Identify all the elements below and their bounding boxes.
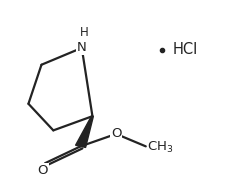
Polygon shape bbox=[76, 116, 93, 147]
Text: CH$_3$: CH$_3$ bbox=[147, 140, 173, 155]
Text: HCl: HCl bbox=[173, 42, 198, 57]
Text: H: H bbox=[80, 26, 88, 39]
Text: O: O bbox=[37, 164, 48, 177]
Text: O: O bbox=[111, 127, 121, 140]
Text: N: N bbox=[77, 41, 87, 54]
